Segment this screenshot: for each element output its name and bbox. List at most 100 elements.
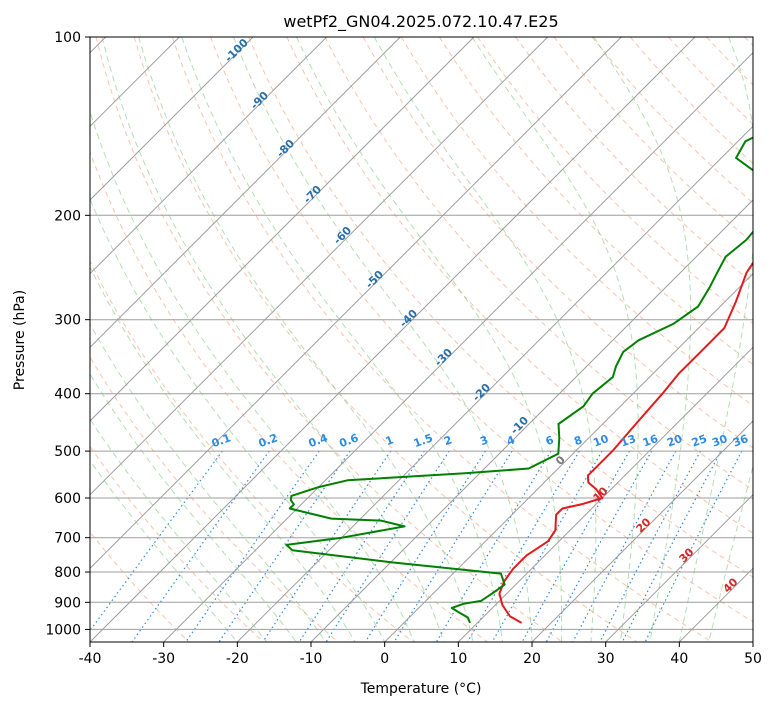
isotherm-line [90, 37, 328, 275]
mixing-ratio-line [218, 450, 351, 642]
background-reference-lines [90, 37, 753, 642]
x-tick-label: 40 [670, 651, 688, 667]
dry-adiabat [210, 37, 753, 623]
y-tick-label: 900 [54, 595, 81, 611]
moist-adiabat [678, 37, 753, 642]
mixing-ratio-label: 10 [591, 432, 610, 450]
mixing-ratio-label: 13 [619, 432, 638, 449]
y-tick-label: 1000 [45, 622, 81, 638]
isotherm-line [310, 199, 753, 642]
mixing-ratio-label: 16 [641, 432, 660, 450]
x-tick-label: 0 [380, 651, 389, 667]
dry-adiabat [248, 37, 753, 578]
dry-adiabat [400, 37, 753, 407]
x-axis: -40 -30 -20 -10 0 10 20 30 40 50 [79, 642, 762, 667]
mixing-ratio-label: 3 [478, 433, 490, 448]
mixing-ratio-line [466, 450, 580, 642]
x-tick-label: -10 [300, 651, 323, 667]
dewpoint-profile [285, 136, 753, 624]
y-axis-label: Pressure (hPa) [12, 290, 28, 390]
mixing-ratio-label: 0.6 [338, 431, 361, 450]
mixing-ratio-label: 2 [442, 433, 454, 448]
moist-adiabat [593, 37, 692, 642]
isotherm-line [236, 125, 753, 642]
dry-adiabat [324, 37, 753, 491]
mixing-ratio-line [262, 450, 392, 642]
isotherm-line [605, 493, 753, 642]
moist-adiabat [90, 373, 297, 642]
x-tick-label: 30 [597, 651, 615, 667]
mixing-ratio-line [599, 450, 702, 642]
isotherm-line [752, 641, 753, 642]
dry-adiabat [95, 37, 563, 642]
mixing-ratio-line [572, 450, 677, 642]
moist-adiabat [90, 197, 386, 642]
y-tick-label: 800 [54, 565, 81, 581]
grid-lines [90, 37, 753, 642]
y-tick-label: 500 [54, 444, 81, 460]
sounding-profiles [285, 136, 753, 624]
isotherm-line [90, 37, 622, 570]
moist-adiabat [295, 37, 563, 642]
mixing-ratio-line [545, 450, 653, 642]
moist-adiabat [90, 418, 268, 642]
plot-background [90, 37, 753, 642]
moist-adiabat [471, 37, 639, 642]
mixing-ratio-line [521, 450, 631, 642]
temperature-profile [498, 261, 753, 624]
isotherm-line [90, 37, 401, 349]
mixing-ratio-label: 0.1 [210, 431, 233, 450]
moist-adiabat [90, 459, 238, 642]
mixing-ratio-label: 36 [731, 432, 750, 450]
mixing-ratio-label: 1 [384, 433, 396, 448]
x-tick-label: 20 [523, 651, 541, 667]
mixing-ratio-line [435, 450, 552, 642]
mixing-ratio-line [325, 450, 450, 642]
x-tick-label: -30 [152, 651, 175, 667]
dry-adiabat [171, 37, 712, 642]
x-tick-label: -40 [79, 651, 102, 667]
moist-adiabat [101, 37, 445, 642]
y-tick-label: 200 [54, 208, 81, 224]
moist-adiabat [90, 110, 415, 642]
isotherm-line [90, 37, 696, 642]
plot-frame [89, 36, 754, 643]
dry-adiabat [90, 150, 488, 642]
x-axis-label: Temperature (°C) [360, 681, 482, 697]
chart-title: wetPf2_GN04.2025.072.10.47.E25 [283, 12, 558, 32]
mixing-ratio-line [298, 450, 425, 642]
y-tick-label: 300 [54, 313, 81, 329]
isotherm-line [90, 37, 549, 496]
dry-adiabat [362, 37, 753, 449]
y-tick-label: 600 [54, 491, 81, 507]
isotherm-line [457, 346, 753, 642]
moist-adiabat [138, 37, 474, 642]
moist-adiabat [373, 37, 597, 642]
x-tick-label: 10 [449, 651, 467, 667]
isotherm-line [384, 272, 753, 642]
dry-adiabat [90, 445, 264, 642]
x-tick-label: 50 [744, 651, 762, 667]
moist-adiabat [90, 265, 356, 642]
mixing-ratio-label: 1.5 [412, 431, 435, 450]
moist-adiabat [90, 323, 327, 642]
mixing-ratio-label: 20 [665, 432, 684, 450]
mixing-ratio-label: 30 [710, 432, 729, 450]
mixing-ratio-label: 25 [690, 432, 709, 449]
y-axis: 100 200 300 400 500 600 700 800 900 1000 [45, 30, 90, 638]
y-tick-label: 100 [54, 30, 81, 46]
mixing-ratio-label: 0.4 [307, 431, 330, 450]
dry-adiabat [133, 37, 638, 642]
y-tick-label: 400 [54, 387, 81, 403]
mixing-ratio-label: 0.2 [257, 431, 280, 450]
mixing-ratio-label: 4 [505, 433, 517, 448]
isotherm-line [90, 37, 475, 422]
x-tick-label: -20 [226, 651, 249, 667]
mixing-ratio-line [90, 450, 223, 632]
isotherm-line [163, 51, 753, 642]
mixing-ratio-label: 6 [544, 433, 556, 448]
mixing-ratio-line [621, 450, 722, 642]
mixing-ratio-label: 8 [572, 433, 584, 448]
isotherm-line [531, 420, 753, 642]
